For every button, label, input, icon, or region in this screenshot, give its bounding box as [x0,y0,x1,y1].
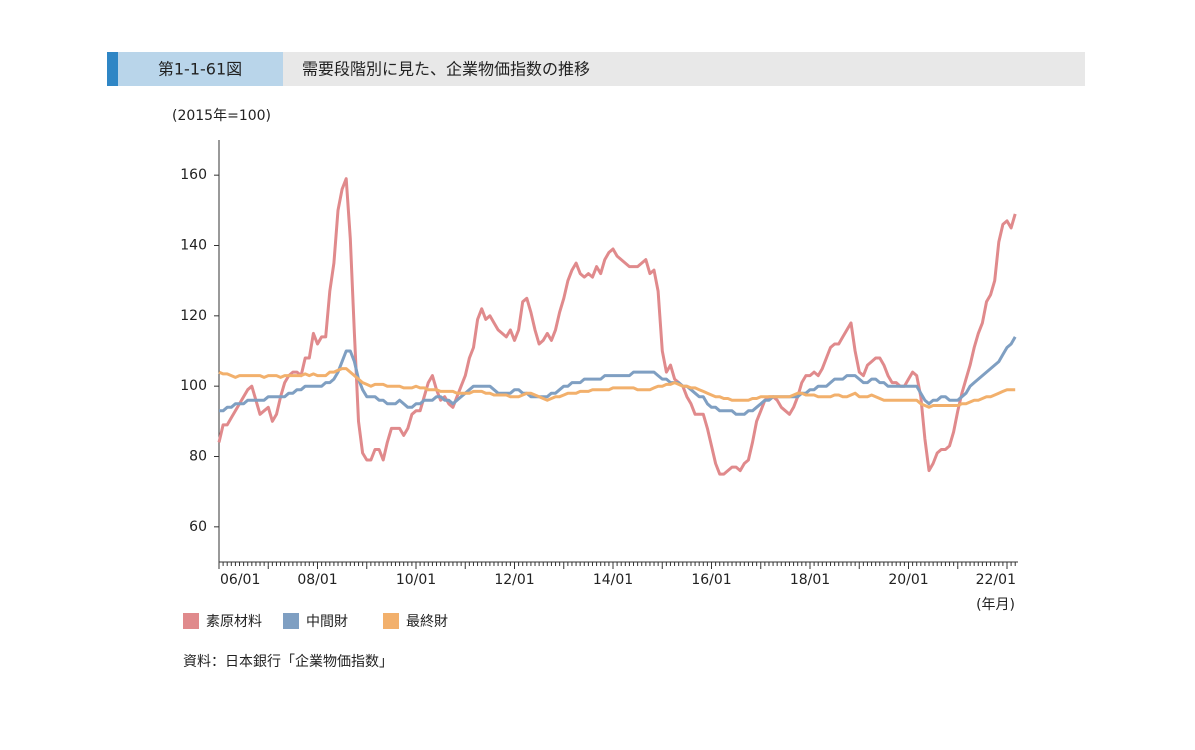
series-line [217,177,1017,476]
x-tick-label: 10/01 [396,572,436,588]
legend-label: 素原材料 [206,614,262,630]
x-tick-label: 06/01 [220,572,260,588]
x-tick-label: 12/01 [494,572,534,588]
y-tick-label: 120 [180,308,207,324]
series-line [218,367,1016,409]
figure-no: 第1-1-61図 [158,60,242,79]
y-axis-label: (2015年=100) [172,108,271,124]
y-tick-label: 160 [180,167,207,183]
figure-no-box [118,52,283,86]
source-note: 資料：日本銀行「企業物価指数」 [183,653,393,670]
y-tick-label: 60 [189,519,207,535]
y-tick-label: 140 [180,238,207,254]
legend-swatch [183,613,199,629]
legend-swatch [383,613,399,629]
x-tick-label: 22/01 [976,572,1016,588]
x-tick-label: 16/01 [691,572,731,588]
x-tick-label: 18/01 [790,572,830,588]
x-axis-label: (年月) [976,597,1015,613]
header-accent [107,52,118,86]
header-title: 需要段階別に見た、企業物価指数の推移 [302,60,590,79]
legend-label: 中間財 [306,614,348,630]
legend-swatch [283,613,299,629]
y-tick-label: 100 [180,378,207,394]
x-tick-label: 08/01 [297,572,337,588]
series-line [219,336,1017,416]
y-tick-label: 80 [189,449,207,465]
x-tick-label: 20/01 [888,572,928,588]
legend-label: 最終財 [406,614,448,630]
x-tick-label: 14/01 [593,572,633,588]
